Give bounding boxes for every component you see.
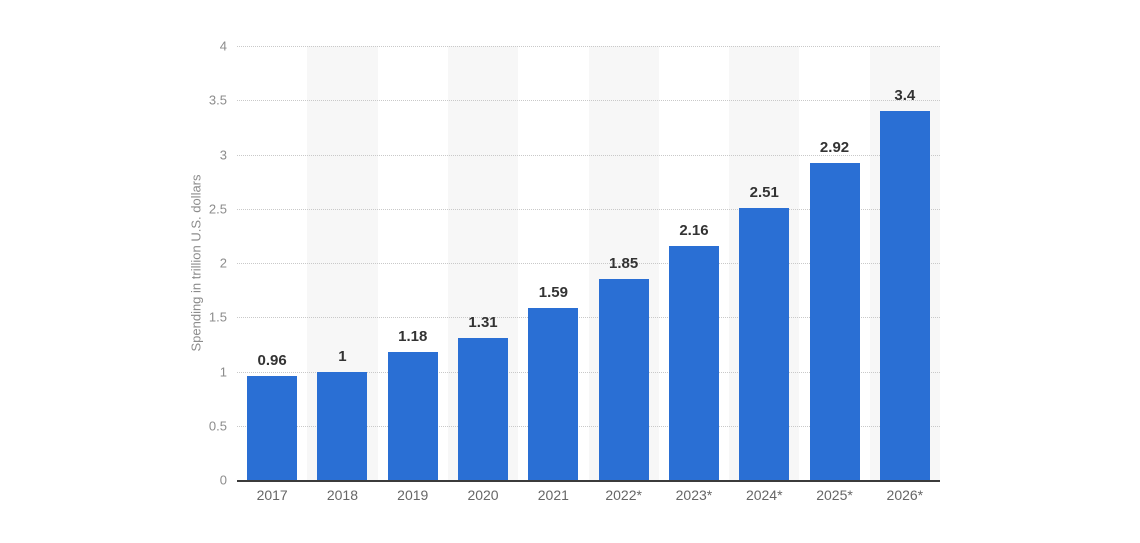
bar-value-label: 3.4 <box>894 87 916 105</box>
bar[interactable] <box>387 351 438 480</box>
x-tick-label: 2020 <box>467 487 499 503</box>
y-tick-label: 2.5 <box>208 201 227 217</box>
bar-column: 1 <box>307 46 377 480</box>
bar[interactable] <box>528 307 579 480</box>
gridline <box>237 208 940 210</box>
bar[interactable] <box>739 207 790 480</box>
x-tick-label: 2022* <box>605 487 642 503</box>
bar-value-label: 1.59 <box>538 283 568 301</box>
bar-column: 1.18 <box>378 46 448 480</box>
bar[interactable] <box>247 375 298 480</box>
gridline <box>237 100 940 102</box>
x-tick-label: 2024* <box>745 487 783 503</box>
x-tick-label: 2018 <box>326 487 359 503</box>
bar-column: 2.92 <box>799 46 869 480</box>
gridline <box>237 154 940 156</box>
bar[interactable] <box>879 111 930 480</box>
bar-column: 3.4 <box>870 46 940 480</box>
y-tick-label: 2 <box>219 255 227 271</box>
bar[interactable] <box>317 371 368 480</box>
bar-column: 1.85 <box>589 46 659 480</box>
x-tick-label: 2021 <box>537 487 569 503</box>
bar-value-label: 1 <box>338 347 347 365</box>
x-tick-label: 2026* <box>886 487 924 503</box>
bar-column: 2.51 <box>729 46 799 480</box>
y-tick-label: 1.5 <box>208 309 227 325</box>
gridline <box>237 317 940 319</box>
bar[interactable] <box>458 337 509 480</box>
bar-column: 1.31 <box>448 46 518 480</box>
bar-column: 0.96 <box>237 46 307 480</box>
bar-value-label: 0.96 <box>257 351 287 369</box>
bar-value-label: 2.16 <box>679 221 709 239</box>
bar-value-label: 2.51 <box>749 183 779 201</box>
gridline <box>237 371 940 373</box>
gridline <box>237 46 940 47</box>
bar-column: 1.59 <box>518 46 588 480</box>
y-tick-label: 3.5 <box>208 92 227 108</box>
bar-value-label: 1.31 <box>468 313 498 331</box>
bar[interactable] <box>598 279 649 480</box>
gridline <box>237 425 940 427</box>
bar-column: 2.16 <box>659 46 729 480</box>
bar-value-label: 2.92 <box>819 139 850 157</box>
bar[interactable] <box>668 245 719 480</box>
x-tick-label: 2023* <box>675 487 713 503</box>
bar-value-label: 1.85 <box>609 255 639 273</box>
y-tick-label: 1 <box>219 364 227 379</box>
x-tick-label: 2025* <box>816 487 853 503</box>
gridline <box>237 263 940 264</box>
plot-area: 0.96 1 1.18 1.31 1.59 1.85 2.16 2.51 2.92 3.4 <box>237 46 940 482</box>
bar-value-label: 1.18 <box>398 327 428 345</box>
x-tick-label: 2017 <box>256 487 288 503</box>
y-tick-label: 4 <box>219 38 227 54</box>
y-tick-label: 0 <box>219 472 227 488</box>
y-tick-label: 0.5 <box>208 418 227 434</box>
x-tick-label: 2019 <box>397 487 429 503</box>
bar[interactable] <box>809 163 860 480</box>
y-tick-label: 3 <box>219 147 227 162</box>
